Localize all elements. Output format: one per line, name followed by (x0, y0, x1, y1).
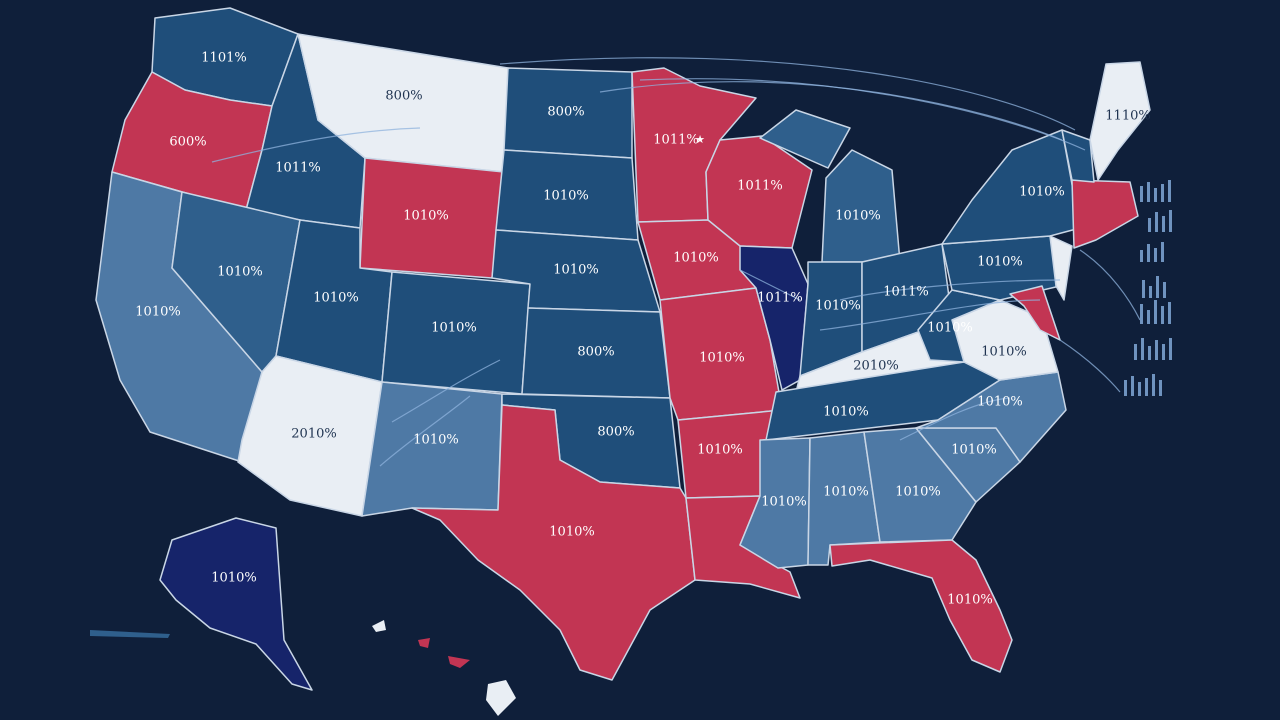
bar-glyph-3 (1140, 242, 1164, 262)
bar-glyph-1 (1140, 180, 1171, 202)
label-ok: 800% (597, 425, 634, 440)
label-or: 600% (169, 135, 206, 150)
label-me: 1110% (1105, 109, 1150, 124)
state-ne-red[interactable] (1071, 179, 1139, 249)
label-wv: 1010% (927, 321, 972, 336)
label-pa: 1010% (977, 255, 1022, 270)
label-nm: 1010% (413, 433, 458, 448)
label-mt: 800% (385, 89, 422, 104)
label-ut: 1010% (313, 291, 358, 306)
state-md[interactable] (1009, 285, 1061, 341)
bar-glyph-7 (1124, 374, 1162, 396)
state-nj[interactable] (1049, 235, 1073, 301)
label-az: 2010% (291, 427, 336, 442)
label-mo: 1010% (699, 351, 744, 366)
label-sc: 1010% (951, 443, 996, 458)
bar-glyphs (1124, 180, 1172, 396)
label-tn: 1010% (823, 405, 868, 420)
state-hi-4[interactable] (486, 680, 516, 716)
label-al: 1010% (823, 485, 868, 500)
state-hi-2[interactable] (418, 638, 430, 648)
label-mn: 1011% (653, 133, 698, 148)
bar-glyph-6 (1134, 338, 1172, 360)
label-ks: 800% (577, 345, 614, 360)
state-ak[interactable] (159, 517, 313, 691)
label-id: 1011% (275, 161, 320, 176)
label-oh: 1011% (883, 285, 928, 300)
label-ne: 1010% (553, 263, 598, 278)
label-tx: 1010% (549, 525, 594, 540)
bar-glyph-2 (1148, 210, 1172, 232)
label-sd: 1010% (543, 189, 588, 204)
label-wy: 1010% (403, 209, 448, 224)
label-ca: 1010% (135, 305, 180, 320)
label-co: 1010% (431, 321, 476, 336)
label-va: 1010% (981, 345, 1026, 360)
state-fl[interactable] (829, 539, 1013, 673)
connector-lines (211, 57, 1141, 467)
label-ny: 1010% (1019, 185, 1064, 200)
bar-glyph-5 (1140, 300, 1171, 324)
label-wa: 1101% (201, 51, 246, 66)
label-ar: 1010% (697, 443, 742, 458)
label-in: 1010% (815, 299, 860, 314)
label-nv: 1010% (217, 265, 262, 280)
state-tx[interactable] (411, 404, 696, 681)
star-icon: ★ (695, 133, 705, 146)
state-il[interactable] (739, 245, 809, 391)
label-ak: 1010% (211, 571, 256, 586)
label-fl: 1010% (947, 593, 992, 608)
label-ia: 1010% (673, 251, 718, 266)
state-me[interactable] (1089, 61, 1151, 181)
label-mi: 1010% (835, 209, 880, 224)
bar-glyph-4 (1142, 276, 1166, 298)
label-ky: 2010% (853, 359, 898, 374)
label-nc: 1010% (977, 395, 1022, 410)
state-az[interactable] (237, 355, 383, 517)
state-hi-1[interactable] (372, 620, 386, 632)
label-ms: 1010% (761, 495, 806, 510)
label-wi: 1011% (737, 179, 782, 194)
label-il: 1011% (757, 291, 802, 306)
state-mi[interactable] (759, 109, 901, 263)
alaska-islands (90, 630, 170, 638)
label-ga: 1010% (895, 485, 940, 500)
state-ga[interactable] (863, 427, 977, 543)
label-nd: 800% (547, 105, 584, 120)
state-hi-3[interactable] (448, 656, 470, 668)
state-nm[interactable] (361, 381, 503, 517)
state-wi[interactable] (705, 135, 813, 249)
